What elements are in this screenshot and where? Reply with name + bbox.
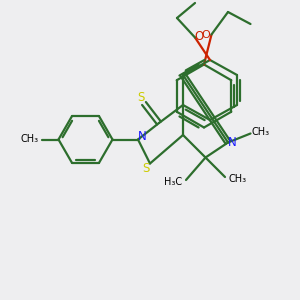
Text: O: O <box>202 29 211 40</box>
Text: N: N <box>138 130 147 143</box>
Text: S: S <box>142 162 149 176</box>
Text: H₃C: H₃C <box>164 177 182 188</box>
Text: CH₃: CH₃ <box>229 174 247 184</box>
Text: CH₃: CH₃ <box>252 127 270 137</box>
Text: O: O <box>194 29 203 43</box>
Text: N: N <box>228 136 237 149</box>
Text: CH₃: CH₃ <box>20 134 38 145</box>
Text: S: S <box>137 91 145 104</box>
